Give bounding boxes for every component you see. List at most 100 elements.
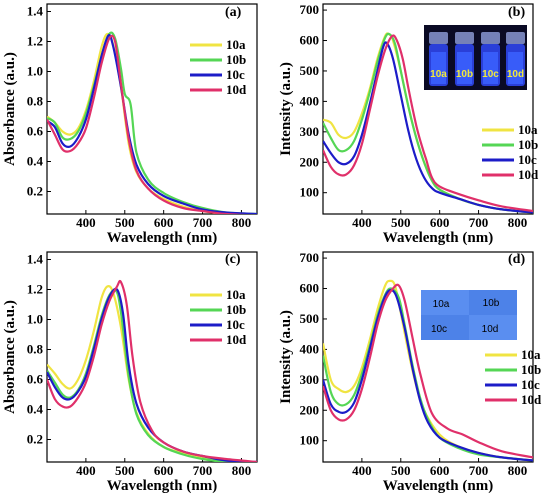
vial-cap [429,32,448,44]
series-line-10b [47,288,247,462]
plot-frame [46,3,258,215]
y-tick-label: 500 [300,311,320,326]
plot-frame [322,3,534,215]
y-tick-label: 1.4 [27,252,44,267]
panel-label: (b) [508,5,525,20]
y-tick-label: 200 [300,154,320,169]
spot-label: 10a [433,299,450,310]
series-line-10b [323,287,533,462]
spots-photo-inset: 10a 10b 10c 10d [421,290,517,340]
vial-cap [455,32,474,44]
spot-cell [421,290,469,315]
x-tick-label: 500 [391,215,411,230]
x-tick-label: 800 [232,463,252,478]
legend-label-10c: 10c [226,317,245,332]
plot-frame [322,251,534,463]
series-line-10c [323,41,533,214]
x-tick-label: 700 [193,463,213,478]
legend-label-10b: 10b [226,302,246,317]
vials-photo-inset: 10a 10b 10c 10d [424,25,527,90]
y-tick-label: 0.4 [27,154,44,169]
y-tick-label: 0.8 [27,94,44,109]
y-tick-label: 0.4 [27,402,44,417]
vial-glow [508,52,523,84]
x-tick-label: 600 [430,463,450,478]
vial-label: 10d [507,69,524,80]
y-tick-label: 1.0 [27,64,43,79]
x-axis-label: Wavelength (nm) [107,478,217,494]
spot-cell [469,315,517,340]
series-line-10d [323,283,533,459]
legend-label-10d: 10d [521,392,542,407]
x-tick-label: 400 [352,463,372,478]
x-tick-label: 600 [430,215,450,230]
y-tick-label: 600 [300,281,320,296]
series-line-10c [323,288,533,462]
y-tick-label: 600 [300,33,320,48]
vial-glow [457,52,472,84]
y-tick-label: 500 [300,63,320,78]
y-tick-label: 1.0 [27,312,43,327]
series-line-10d [47,279,257,462]
x-tick-label: 800 [232,215,252,230]
legend-label-10c: 10c [521,377,540,392]
y-tick-label: 0.6 [27,372,44,387]
y-tick-label: 0.2 [27,432,43,447]
x-axis-label: Wavelength (nm) [107,230,217,246]
y-axis-label: Absorbance (a.u.) [2,52,18,166]
chart-panel-c: 400 500 600 700 800 0.2 0.4 0.6 0.8 1.0 1.2 1.4 Wave… [2,251,258,494]
y-tick-label: 400 [300,341,320,356]
x-tick-label: 700 [469,463,489,478]
spot-label: 10d [482,324,499,335]
legend-label-10d: 10d [226,82,247,97]
y-axis-label: Intensity (a.u.) [278,310,294,404]
x-axis-label: Wavelength (nm) [383,230,493,246]
chart-panel-a: 400 500 600 700 800 0.2 0.4 0.6 0.8 1.0 1.2 1.4 Wave… [2,3,258,246]
x-tick-label: 700 [469,215,489,230]
x-tick-label: 500 [115,215,135,230]
legend-label-10b: 10b [521,362,541,377]
series-line-10d [47,34,247,214]
y-tick-label: 100 [300,433,320,448]
legend-label-10b: 10b [518,137,538,152]
x-tick-label: 600 [154,215,174,230]
x-tick-label: 400 [76,215,96,230]
y-tick-label: 300 [300,372,320,387]
y-tick-label: 1.2 [27,34,43,49]
legend-label-10c: 10c [226,67,245,82]
y-tick-label: 0.2 [27,184,43,199]
x-tick-label: 500 [391,463,411,478]
x-axis-label: Wavelength (nm) [383,478,493,494]
y-tick-label: 100 [300,185,320,200]
chart-panel-b: 400 500 600 700 800100200300400500600700Wave… [278,2,539,246]
legend-label-10d: 10d [226,332,247,347]
vial-label: 10c [482,69,499,80]
plot-frame [46,251,258,463]
spot-label: 10b [483,298,500,309]
y-tick-label: 300 [300,124,320,139]
x-tick-label: 400 [76,463,96,478]
panel-label: (d) [508,252,525,267]
x-tick-label: 400 [352,215,372,230]
y-tick-label: 1.4 [27,4,44,19]
x-tick-label: 800 [508,215,528,230]
series-line-10d [323,34,533,213]
vial-cap [481,32,500,44]
y-tick-label: 700 [300,2,320,17]
series-line-10b [47,31,257,214]
y-tick-label: 1.2 [27,282,43,297]
legend-label-10b: 10b [226,52,246,67]
legend-label-10a: 10a [521,347,541,362]
vial-glow [483,52,498,84]
legend-label-10a: 10a [518,122,538,137]
y-tick-label: 0.8 [27,342,44,357]
vial-cap [506,32,525,44]
legend-label-10c: 10c [518,152,537,167]
x-tick-label: 500 [115,463,135,478]
legend-label-10a: 10a [226,37,246,52]
x-tick-label: 600 [154,463,174,478]
series-line-10c [47,34,257,214]
y-axis-label: Absorbance (a.u.) [2,300,18,414]
vial-label: 10b [456,69,473,80]
